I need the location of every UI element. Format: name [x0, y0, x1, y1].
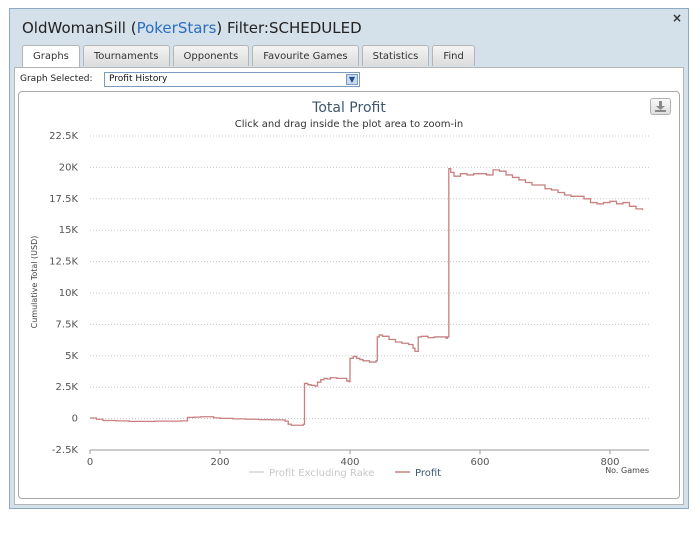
- chart-subtitle: Click and drag inside the plot area to z…: [235, 119, 463, 130]
- filter-label: Filter:SCHEDULED: [227, 19, 362, 37]
- tab-opponents[interactable]: Opponents: [172, 45, 250, 66]
- x-tick-label: 400: [340, 457, 359, 468]
- tab-tournaments[interactable]: Tournaments: [82, 45, 170, 66]
- graph-select-value: Profit History: [109, 74, 168, 84]
- x-tick-label: 200: [210, 457, 229, 468]
- graphs-panel: Graph Selected: Profit History ▼ Total P…: [14, 67, 684, 505]
- tab-bar: Graphs Tournaments Opponents Favourite G…: [22, 45, 475, 68]
- download-icon: [655, 101, 666, 112]
- y-axis-label: Cumulative Total (USD): [30, 236, 39, 329]
- y-tick-label: 0: [72, 414, 78, 425]
- tab-favourite-games[interactable]: Favourite Games: [252, 45, 359, 66]
- y-tick-label: 17.5K: [49, 194, 78, 205]
- x-tick-label: 800: [600, 457, 619, 468]
- y-tick-label: 5K: [65, 351, 78, 362]
- tab-statistics[interactable]: Statistics: [361, 45, 430, 66]
- y-tick-label: 12.5K: [49, 257, 78, 268]
- chart-container: Total Profit Click and drag inside the p…: [18, 91, 680, 499]
- graph-select-label: Graph Selected:: [20, 74, 93, 84]
- x-tick-label: 0: [87, 457, 93, 468]
- y-tick-label: 7.5K: [56, 319, 79, 330]
- graph-select-dropdown[interactable]: Profit History ▼: [104, 72, 360, 87]
- chart-title: Total Profit: [311, 100, 386, 116]
- y-tick-label: 2.5K: [56, 382, 79, 393]
- y-tick-label: 20K: [59, 162, 79, 173]
- tab-find[interactable]: Find: [432, 45, 475, 66]
- legend: Profit Excluding Rake Profit: [249, 468, 441, 479]
- y-tick-label: 22.5K: [49, 131, 78, 142]
- x-tick-label: 600: [470, 457, 489, 468]
- player-name: OldWomanSill: [22, 19, 126, 37]
- y-tick-label: -2.5K: [52, 445, 79, 456]
- y-tick-label: 15K: [59, 225, 79, 236]
- title-paren-close: ): [216, 19, 228, 37]
- y-tick-label: 10K: [59, 288, 79, 299]
- legend-profit[interactable]: Profit: [415, 468, 441, 479]
- legend-profit-excluding-rake[interactable]: Profit Excluding Rake: [269, 468, 374, 479]
- profit-chart[interactable]: Total Profit Click and drag inside the p…: [19, 92, 679, 498]
- profit-window: × OldWomanSill (PokerStars) Filter:SCHED…: [9, 8, 689, 509]
- download-button[interactable]: [650, 98, 671, 115]
- chevron-down-icon[interactable]: ▼: [346, 74, 358, 85]
- x-axis-label: No. Games: [605, 466, 649, 475]
- title-paren-open: (: [125, 19, 137, 37]
- series-line-profit[interactable]: [90, 168, 644, 426]
- tab-graphs[interactable]: Graphs: [22, 45, 80, 68]
- close-icon[interactable]: ×: [671, 11, 682, 25]
- site-name-link[interactable]: PokerStars: [136, 19, 217, 37]
- window-title: OldWomanSill (PokerStars) Filter:SCHEDUL…: [22, 19, 362, 37]
